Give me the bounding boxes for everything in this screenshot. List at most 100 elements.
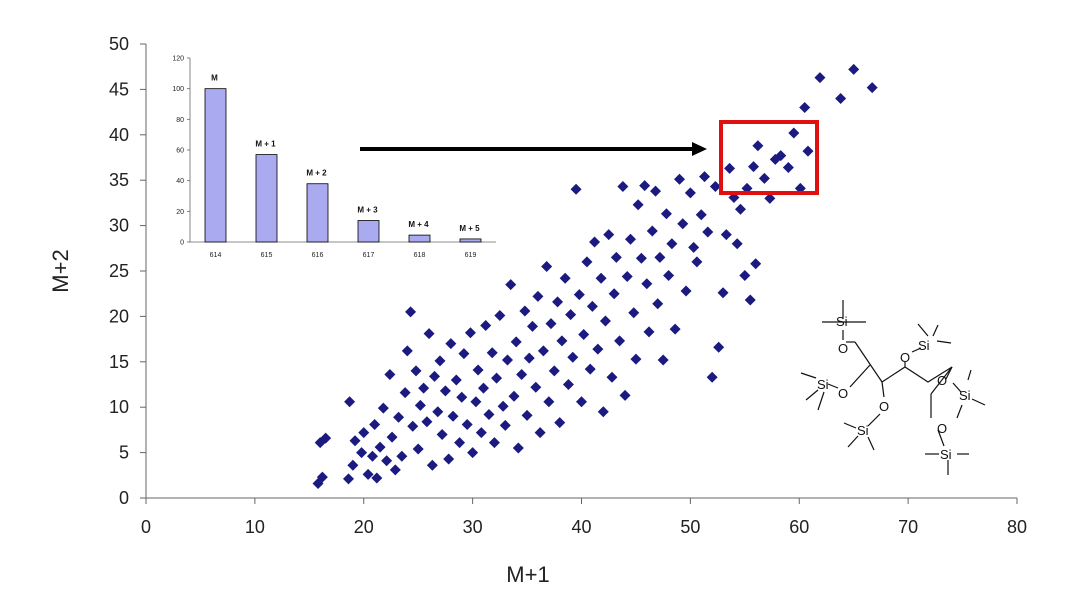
inset-x-tick-label: 619	[465, 252, 477, 259]
main-axes	[145, 44, 1017, 499]
si-atom-label: Si	[817, 377, 829, 392]
scatter-point	[439, 385, 451, 397]
inset-bar	[204, 88, 227, 243]
scatter-point	[483, 408, 495, 420]
scatter-point	[548, 365, 560, 377]
scatter-point	[320, 432, 332, 444]
inset-bars: 614 M 615 M + 1 616 M + 2 617 M + 3 618 M + 4 619 M…	[204, 74, 482, 259]
scatter-point	[750, 258, 762, 270]
inset-y-tick-label: 100	[172, 86, 184, 93]
si-atom-label: Si	[940, 447, 952, 462]
inset-x-tick-label: 614	[210, 252, 222, 259]
scatter-point	[691, 256, 703, 268]
scatter-point	[527, 320, 539, 332]
main-ticks: 0 10 20 30 40 50 60 70 80 0 5 10 15 20 25 30 35 40 45 50	[109, 34, 1027, 537]
scatter-point	[606, 371, 618, 383]
scatter-point	[673, 173, 685, 185]
scatter-point	[516, 369, 528, 381]
scatter-point	[436, 428, 448, 440]
scatter-point	[554, 417, 566, 429]
scatter-point	[599, 315, 611, 327]
scatter-point	[508, 390, 520, 402]
inset-bar	[357, 220, 380, 243]
scatter-point	[666, 238, 678, 250]
scatter-point	[377, 402, 389, 414]
inset-bar-label: M + 2	[306, 169, 327, 178]
scatter-point	[381, 455, 393, 467]
inset-y-tick-label: 0	[180, 240, 184, 247]
scatter-point	[835, 92, 847, 104]
scatter-point	[384, 369, 396, 381]
scatter-point	[344, 396, 356, 408]
scatter-point	[497, 400, 509, 412]
scatter-point	[399, 387, 411, 399]
scatter-point	[432, 406, 444, 418]
scatter-point	[709, 181, 721, 193]
scatter-point	[713, 341, 725, 353]
x-tick-label: 0	[141, 517, 151, 537]
scatter-point	[586, 300, 598, 312]
x-tick-label: 10	[245, 517, 265, 537]
scatter-point	[657, 354, 669, 366]
si-atom-label: Si	[959, 388, 971, 403]
scatter-point	[396, 450, 408, 462]
x-tick-label: 80	[1007, 517, 1027, 537]
scatter-point	[349, 435, 361, 447]
y-tick-label: 0	[119, 488, 129, 508]
inset-bar-label: M + 1	[255, 140, 276, 149]
scatter-point	[467, 447, 479, 459]
scatter-point	[412, 443, 424, 455]
inset-x-tick-label: 616	[312, 252, 324, 259]
scatter-point	[530, 381, 542, 393]
scatter-point	[472, 364, 484, 376]
scatter-point	[369, 418, 381, 430]
inset-y-tick-label: 40	[176, 178, 184, 185]
scatter-point	[660, 208, 672, 220]
scatter-point	[814, 72, 826, 84]
x-axis-title: M+1	[506, 562, 549, 587]
scatter-point	[386, 431, 398, 443]
scatter-point	[584, 363, 596, 375]
scatter-point	[724, 162, 736, 174]
scatter-point	[470, 396, 482, 408]
scatter-point	[454, 437, 466, 449]
si-atom-label: Si	[857, 423, 869, 438]
scatter-point	[720, 229, 732, 241]
scatter-point	[374, 441, 386, 453]
inset-bar	[459, 238, 482, 243]
y-tick-label: 20	[109, 306, 129, 326]
highlight-box	[719, 120, 819, 195]
scatter-point	[758, 172, 770, 184]
scatter-point	[578, 329, 590, 341]
y-tick-label: 40	[109, 125, 129, 145]
scatter-point	[494, 309, 506, 321]
scatter-points	[312, 63, 878, 489]
scatter-point	[597, 406, 609, 418]
scatter-point	[393, 411, 405, 423]
scatter-point	[581, 256, 593, 268]
scatter-point	[519, 305, 531, 317]
scatter-point	[445, 338, 457, 350]
molecule-structure-icon: Si O Si O O Si O Si O Si O Si	[800, 300, 986, 475]
scatter-point	[475, 427, 487, 439]
scatter-point	[505, 279, 517, 291]
scatter-point	[532, 290, 544, 302]
scatter-point	[706, 371, 718, 383]
scatter-point	[744, 294, 756, 306]
o-atom-label: O	[838, 386, 848, 401]
scatter-point	[680, 285, 692, 297]
o-atom-label: O	[937, 373, 947, 388]
scatter-point	[646, 225, 658, 237]
scatter-point	[510, 336, 522, 348]
arrow-icon	[360, 142, 707, 156]
scatter-point	[426, 459, 438, 471]
scatter-point	[405, 306, 417, 318]
scatter-point	[343, 473, 355, 485]
inset-x-tick-label: 617	[363, 252, 375, 259]
scatter-point	[614, 335, 626, 347]
scatter-point	[537, 345, 549, 357]
scatter-point	[739, 270, 751, 282]
scatter-point	[699, 171, 711, 183]
scatter-point	[456, 391, 468, 403]
scatter-point	[362, 468, 374, 480]
